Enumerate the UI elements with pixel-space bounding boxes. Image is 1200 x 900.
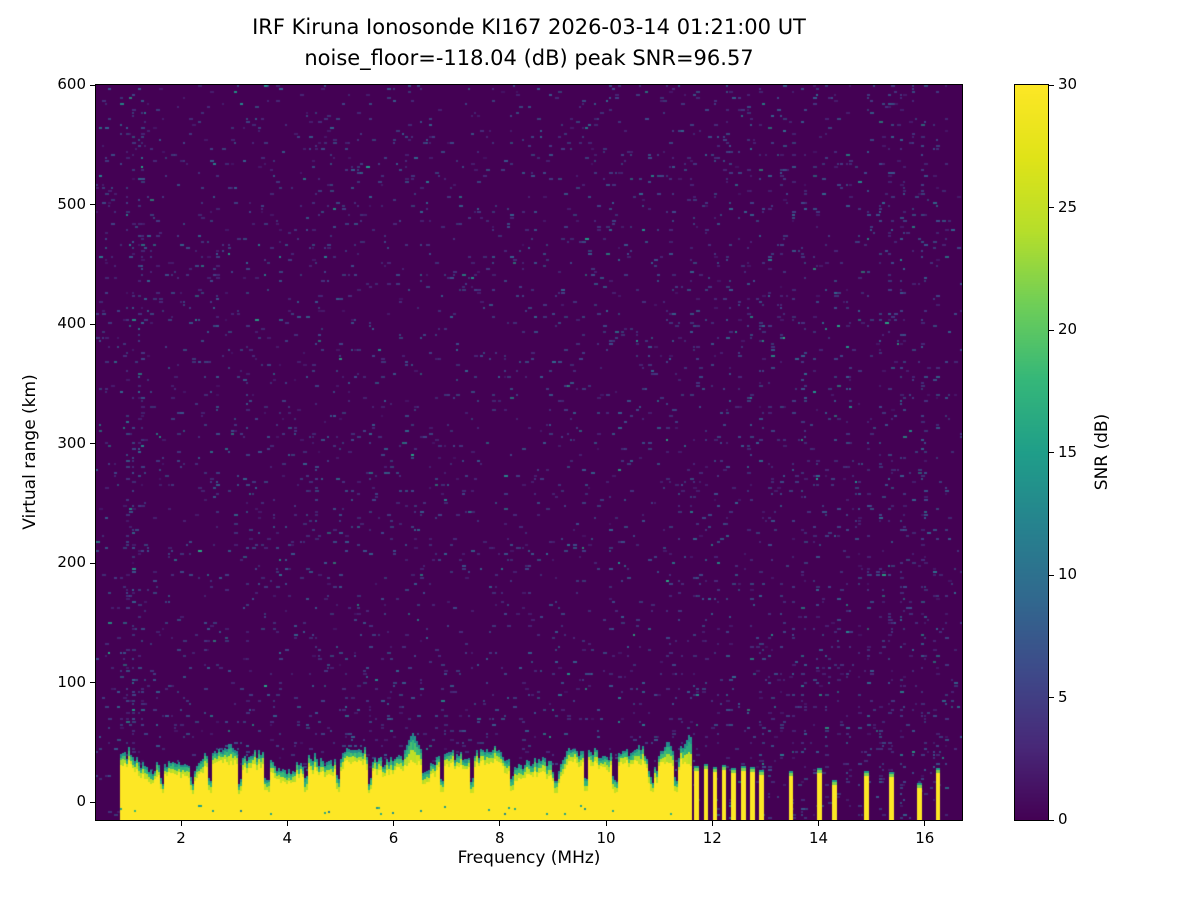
x-tick-label: 10 [596, 829, 616, 847]
colorbar-tick-label: 10 [1058, 565, 1078, 583]
x-tick-label: 8 [494, 829, 505, 847]
x-tick-label: 4 [282, 829, 293, 847]
x-tick-mark [711, 821, 713, 826]
x-tick-mark [286, 821, 288, 826]
y-tick-label: 300 [57, 433, 86, 452]
colorbar-tick-label: 0 [1058, 810, 1068, 828]
chart-title-line2: noise_floor=-118.04 (dB) peak SNR=96.57 [304, 46, 754, 70]
x-tick-mark [499, 821, 501, 826]
y-tick-label: 0 [76, 792, 86, 811]
chart-title: IRF Kiruna Ionosonde KI167 2026-03-14 01… [96, 12, 962, 74]
colorbar-tick-mark [1049, 819, 1054, 821]
x-tick-label: 14 [809, 829, 829, 847]
colorbar-tick-label: 20 [1058, 320, 1078, 338]
x-tick-label: 2 [176, 829, 186, 847]
x-tick-mark [605, 821, 607, 826]
colorbar-tick-mark [1049, 329, 1054, 331]
x-tick-label: 12 [702, 829, 722, 847]
y-tick-label: 100 [57, 672, 86, 691]
colorbar-canvas [1014, 84, 1049, 821]
chart-title-line1: IRF Kiruna Ionosonde KI167 2026-03-14 01… [252, 15, 806, 39]
x-tick-mark [924, 821, 926, 826]
y-tick-label: 600 [57, 75, 86, 93]
colorbar-tick-label: 5 [1058, 687, 1068, 706]
colorbar-tick-mark [1049, 84, 1054, 86]
colorbar-tick-mark [1049, 697, 1054, 698]
y-tick-label: 500 [57, 194, 86, 213]
y-axis-label: Virtual range (km) [20, 374, 40, 530]
y-tick-label: 400 [57, 314, 86, 333]
colorbar-tick-label: 15 [1058, 442, 1078, 461]
x-tick-label: 16 [915, 829, 935, 847]
colorbar-tick-label: 25 [1058, 197, 1078, 216]
colorbar-tick-mark [1049, 207, 1054, 208]
colorbar-tick-mark [1049, 574, 1054, 576]
x-tick-mark [180, 821, 182, 826]
y-tick-label: 200 [57, 553, 86, 572]
x-tick-mark [818, 821, 820, 826]
colorbar-tick-mark [1049, 452, 1054, 453]
x-tick-mark [393, 821, 395, 826]
x-axis-label: Frequency (MHz) [457, 848, 601, 868]
ionogram-heatmap-canvas [95, 84, 963, 821]
x-tick-label: 6 [388, 829, 399, 847]
colorbar-tick-label: 30 [1058, 75, 1078, 93]
colorbar-label: SNR (dB) [1092, 413, 1112, 491]
